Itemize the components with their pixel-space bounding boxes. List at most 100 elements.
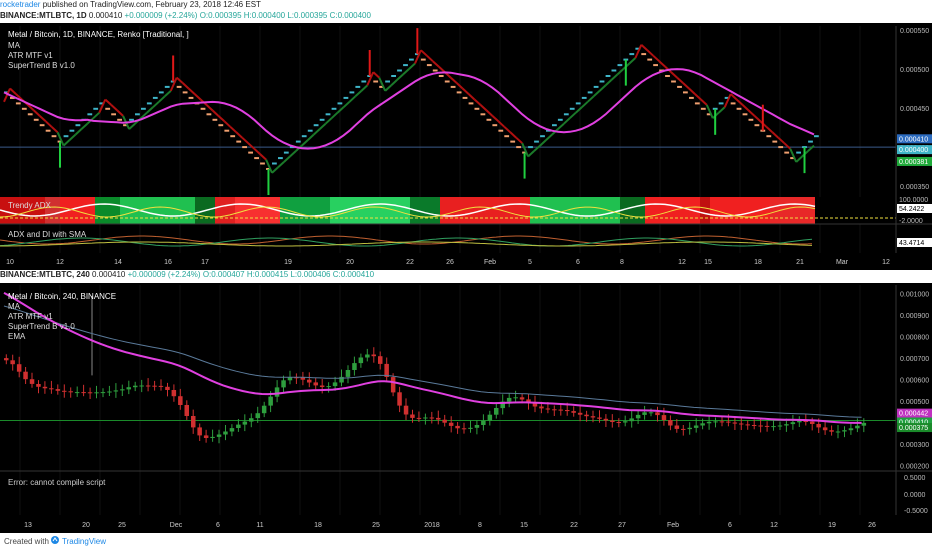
candle-body (590, 416, 596, 418)
bottom-date-label: 2018 (424, 522, 440, 529)
bottom-price-tick: 0.000500 (900, 399, 929, 406)
bottom-date-label: 12 (770, 522, 778, 529)
supertrend-segment (730, 93, 738, 101)
candle-body (726, 421, 731, 423)
supertrend-segment (271, 166, 279, 174)
candle-body (152, 385, 157, 387)
supertrend-segment (378, 77, 387, 92)
bottom-price-tick: 0.000200 (900, 464, 929, 471)
bottom-symbol-header: BINANCE:MTLBTC, 240 0.000410 +0.000009 (… (0, 270, 932, 282)
supertrend-segment (491, 115, 500, 123)
adx-sma-line (0, 241, 813, 247)
top-indicator-ma[interactable]: MA (8, 41, 20, 50)
plus-di-line (0, 235, 813, 245)
candle-body (107, 391, 112, 393)
adx-tick: 100.0000 (899, 197, 928, 204)
candle-body (191, 416, 196, 428)
renko-brick (111, 113, 116, 116)
bottom-date-label: 25 (118, 522, 126, 529)
top-date-label: 6 (576, 259, 580, 266)
renko-brick (706, 113, 712, 116)
renko-brick (15, 102, 21, 105)
adx-di-label[interactable]: ADX and DI with SMA (8, 230, 87, 239)
top-price: 0.000410 (88, 11, 123, 20)
candle-body (784, 424, 789, 426)
supertrend-segment (307, 133, 315, 141)
renko-brick (278, 157, 283, 160)
renko-brick (718, 102, 724, 105)
candle-body (255, 413, 260, 419)
candle-body (539, 406, 544, 409)
renko-brick (51, 135, 57, 138)
renko-brick (736, 107, 742, 110)
supertrend-segment (479, 104, 488, 112)
candle-body (848, 428, 854, 431)
candle-body (713, 421, 718, 423)
candle-body (274, 387, 280, 397)
candle-body (10, 360, 15, 365)
renko-brick (808, 140, 813, 143)
candle-body (158, 385, 164, 387)
candle-body (403, 405, 409, 415)
candle-body (133, 385, 138, 388)
bottom-indicator-ema[interactable]: EMA (8, 332, 26, 341)
renko-brick (158, 91, 164, 94)
trendy-adx-label[interactable]: Trendy ADX (8, 201, 51, 210)
candle-body (42, 386, 48, 389)
bottom-date-axis (0, 515, 932, 533)
candle-body (571, 411, 576, 413)
renko-brick (21, 107, 27, 110)
bottom-indicator-ma[interactable]: MA (8, 302, 20, 311)
supertrend-segment (705, 104, 714, 119)
renko-brick (498, 129, 504, 132)
renko-brick (772, 140, 778, 143)
supertrend-segment (521, 142, 530, 157)
supertrend-segment (146, 106, 154, 114)
bottom-change: +0.000009 (+2.24%) (127, 270, 201, 279)
candle-body (23, 371, 28, 380)
bottom-price-badge (897, 408, 932, 418)
candle-body (693, 425, 699, 428)
renko-brick (617, 64, 623, 67)
trendy-adx-segment (45, 197, 60, 224)
top-indicator-supertrend[interactable]: SuperTrend B v1.0 (8, 61, 75, 70)
candle-body (468, 427, 473, 429)
candle-body (719, 421, 725, 423)
candle-body (345, 370, 351, 377)
renko-brick (492, 124, 498, 127)
candle-body (816, 424, 821, 428)
supertrend-segment (420, 49, 428, 57)
renko-brick (242, 146, 247, 149)
top-indicator-atr[interactable]: ATR MTF v1 (8, 51, 53, 60)
candle-body (423, 417, 428, 419)
bottom-indicator-supertrend[interactable]: SuperTrend B v1.0 (8, 322, 75, 331)
supertrend-segment (342, 101, 351, 109)
publisher-name[interactable]: rocketrader (0, 0, 41, 9)
candle-body (487, 414, 493, 421)
supertrend-segment (432, 60, 440, 68)
tradingview-brand[interactable]: TradingView (62, 537, 107, 546)
top-date-label: 19 (284, 259, 292, 266)
top-date-label: 17 (201, 259, 209, 266)
supertrend-segment (283, 155, 291, 163)
renko-brick (313, 124, 319, 127)
trendy-adx-segment (95, 197, 120, 224)
bottom-date-label: Dec (170, 522, 183, 529)
top-price-badge-label: 0.000381 (899, 159, 928, 166)
supertrend-segment (503, 126, 511, 134)
supertrend-segment (229, 126, 237, 134)
supertrend-segment (807, 144, 815, 152)
supertrend-segment (533, 144, 541, 152)
candle-body (36, 384, 41, 387)
top-date-label: Feb (484, 259, 496, 266)
supertrend-segment (39, 115, 47, 123)
supertrend-segment (575, 106, 583, 114)
bottom-date-label: 6 (728, 522, 732, 529)
supertrend-segment (467, 93, 476, 101)
adx-tick: -2.0000 (899, 218, 923, 225)
candle-body (171, 390, 177, 397)
bottom-indicator-atr[interactable]: ATR MTF v1 (8, 312, 53, 321)
renko-brick (480, 113, 486, 116)
candle-body (390, 377, 396, 393)
